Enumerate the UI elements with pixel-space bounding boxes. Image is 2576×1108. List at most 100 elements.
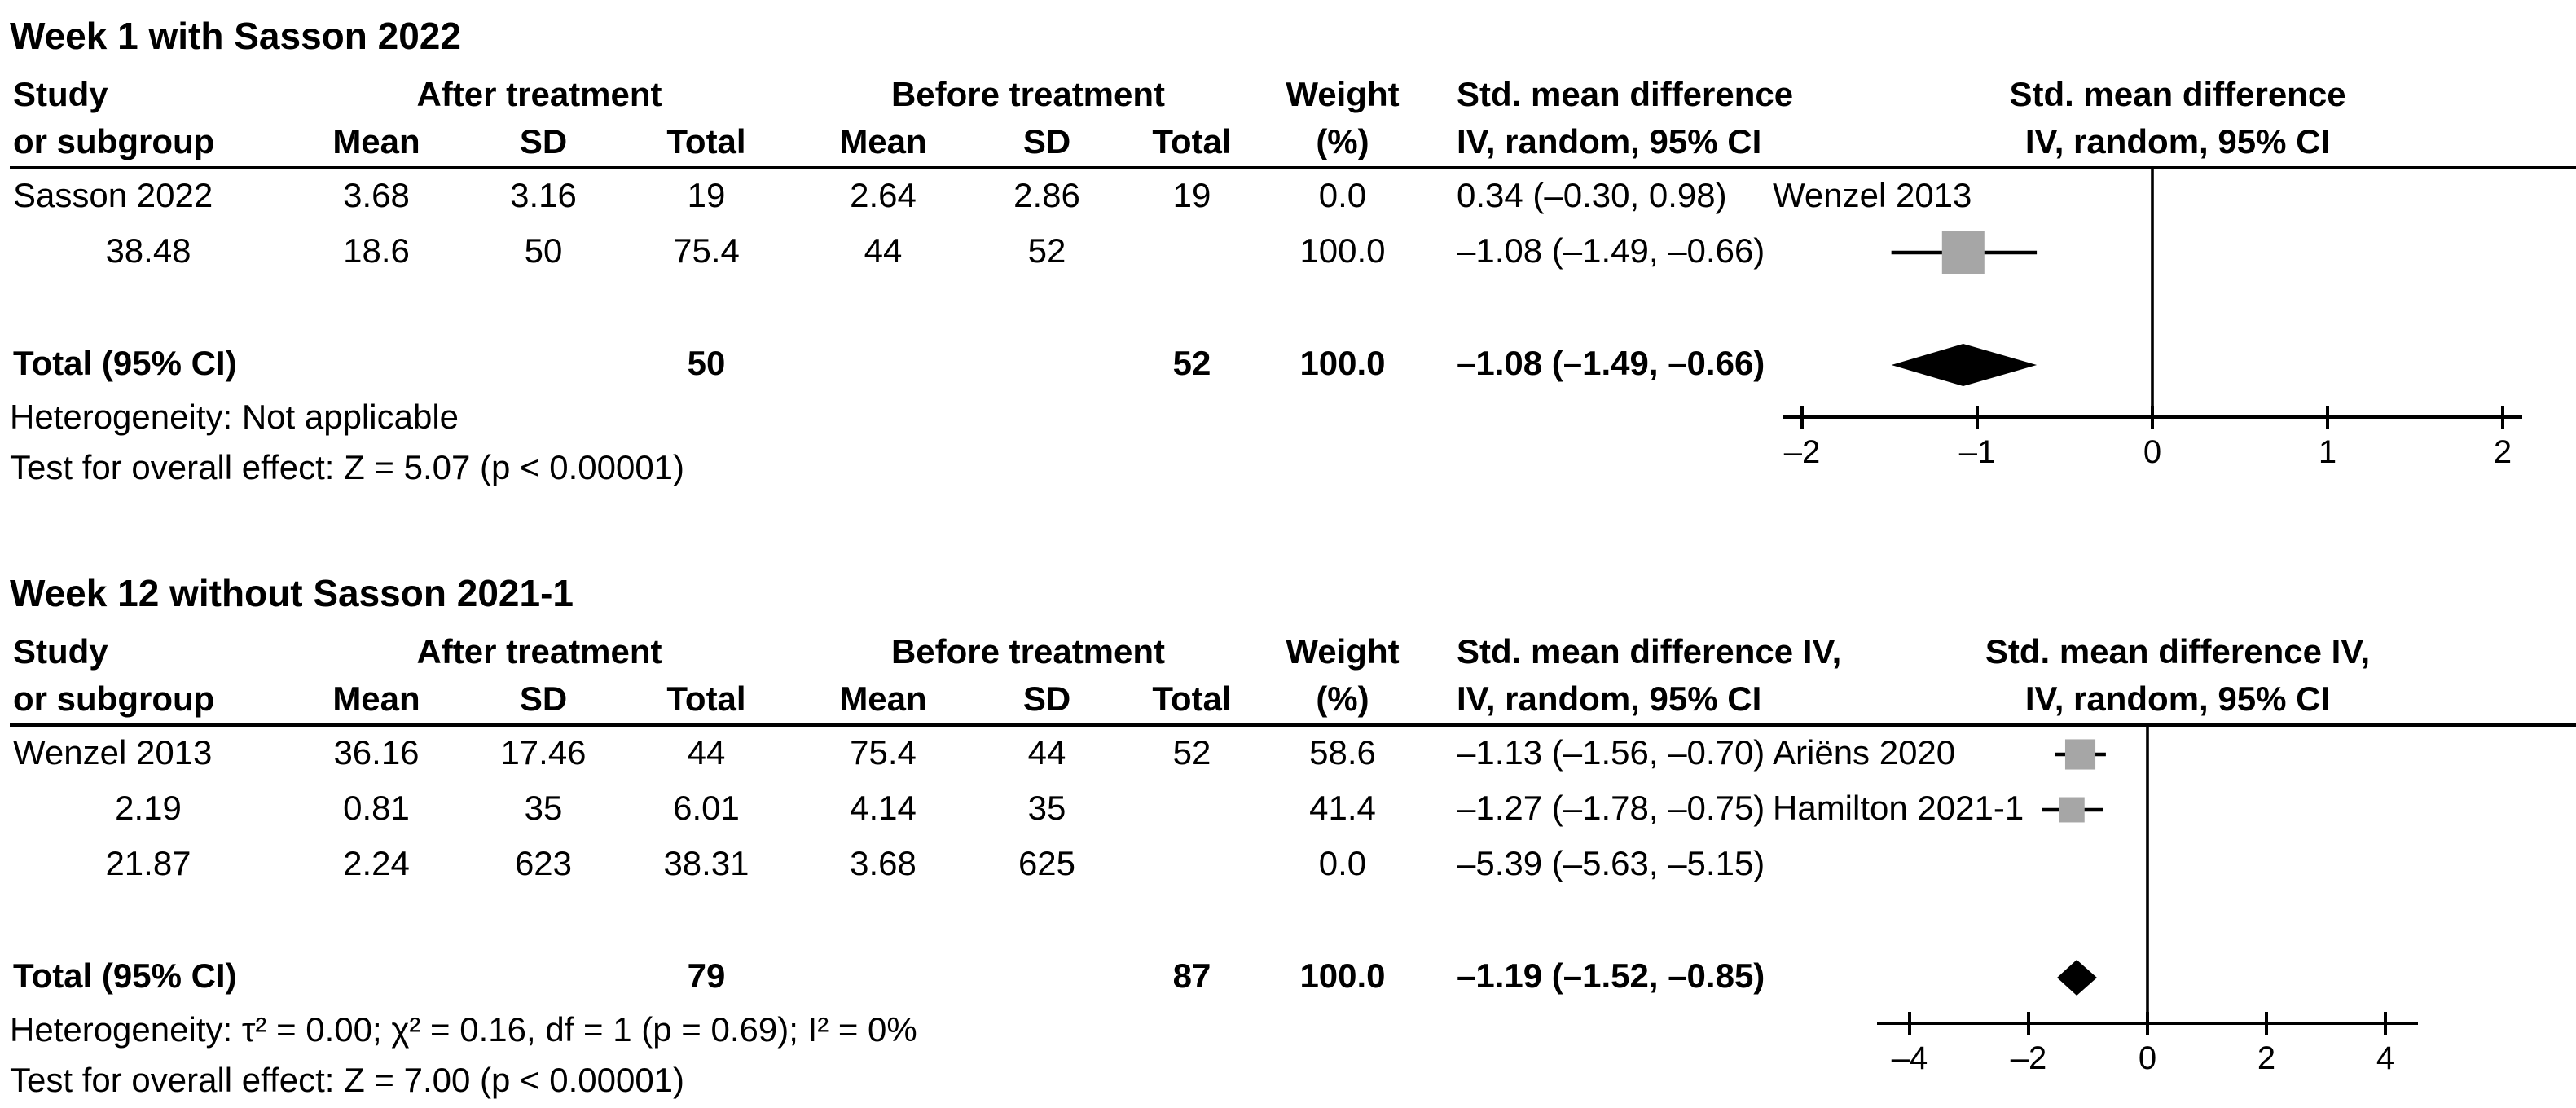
column-header-smd-plot: Std. mean difference — [2009, 77, 2346, 114]
total-after-sd-empty — [466, 336, 621, 394]
column-header-after-total: Total — [666, 681, 746, 719]
study-name: Wenzel 2013 — [13, 735, 213, 772]
column-header-before-total: Total — [1152, 681, 1232, 719]
total-after-total: 50 — [687, 345, 726, 383]
column-header-study: Study — [13, 634, 108, 671]
before-total-cell: 625 — [1018, 846, 1076, 883]
forest-table: Study After treatment Before treatment W… — [10, 72, 2576, 495]
table-header: Study After treatment Before treatment W… — [10, 629, 2576, 727]
study-name: Ariëns 2020 — [1773, 735, 1956, 772]
after-total-cell: 50 — [524, 233, 563, 270]
column-header-after-sd: SD — [519, 681, 568, 719]
after-mean-cell: 36.16 — [333, 735, 420, 772]
total-before-sd-empty — [974, 948, 1119, 1007]
total-after-mean-empty — [287, 336, 466, 394]
total-weight: 100.0 — [1299, 958, 1386, 996]
total-before-total: 52 — [1172, 345, 1211, 383]
weight-cell: 0.0 — [1318, 846, 1367, 883]
after-mean-cell: 21.87 — [105, 846, 191, 883]
before-sd-cell: 44 — [1027, 735, 1066, 772]
weight-cell: 41.4 — [1309, 790, 1376, 828]
before-total-cell: 52 — [1172, 735, 1211, 772]
total-smd: –1.08 (–1.49, –0.66) — [1457, 345, 1765, 383]
table-body: Wenzel 2013 36.16 17.46 44 75.4 44 52 58… — [10, 727, 2576, 1108]
before-sd-cell: 2.86 — [1013, 178, 1080, 215]
spacer-row — [10, 280, 2576, 336]
total-label: Total (95% CI) — [13, 345, 237, 383]
column-header-study: Study — [13, 77, 108, 114]
after-total-cell: 19 — [687, 178, 726, 215]
column-header-before-group: Before treatment — [890, 77, 1166, 114]
overall-effect-text: Test for overall effect: Z = 5.07 (p < 0… — [10, 450, 685, 487]
total-after-sd-empty — [466, 948, 621, 1007]
column-header-subgroup: or subgroup — [13, 681, 215, 719]
before-mean-cell: 2.64 — [850, 178, 917, 215]
after-sd-cell: 17.46 — [500, 735, 587, 772]
panel-title: Week 1 with Sasson 2022 — [10, 15, 461, 57]
forest-panel-week1: Week 1 with Sasson 2022 Study After trea… — [10, 13, 2576, 495]
table-body: Sasson 2022 3.68 3.16 19 2.64 2.86 19 0.… — [10, 169, 2576, 495]
column-header-after-mean: Mean — [332, 124, 420, 161]
smd-cell: –1.08 (–1.49, –0.66) — [1457, 233, 1765, 270]
smd-cell: –5.39 (–5.63, –5.15) — [1457, 846, 1765, 883]
after-sd-cell: 3.16 — [510, 178, 577, 215]
after-mean-cell: 38.48 — [105, 233, 191, 270]
panel-title: Week 12 without Sasson 2021-1 — [10, 572, 574, 614]
before-mean-cell: 75.4 — [850, 735, 917, 772]
before-sd-cell: 3.68 — [850, 846, 917, 883]
column-header-weight: Weight — [1286, 77, 1400, 114]
before-sd-cell: 44 — [864, 233, 903, 270]
total-before-mean-empty — [792, 336, 974, 394]
before-mean-cell: 75.4 — [673, 233, 740, 270]
total-smd: –1.19 (–1.52, –0.85) — [1457, 958, 1765, 996]
after-mean-cell: 2.19 — [115, 790, 182, 828]
column-header-before-total: Total — [1152, 124, 1232, 161]
column-header-smd-text: Std. mean difference IV, — [1457, 634, 1842, 671]
column-header-before-mean: Mean — [839, 124, 927, 161]
after-sd-cell: 18.6 — [343, 233, 410, 270]
column-header-before-group: Before treatment — [890, 634, 1166, 671]
total-before-sd-empty — [974, 336, 1119, 394]
column-header-smd-ci: IV, random, 95% CI — [1457, 681, 1762, 719]
total-label: Total (95% CI) — [13, 958, 237, 996]
before-total-cell: 52 — [1027, 233, 1066, 270]
total-before-total: 87 — [1172, 958, 1211, 996]
before-sd-cell: 4.14 — [850, 790, 917, 828]
column-header-smd-plot-ci: IV, random, 95% CI — [2024, 124, 2331, 161]
forest-panel-week12: Week 12 without Sasson 2021-1 Study Afte… — [10, 570, 2576, 1108]
smd-cell: 0.34 (–0.30, 0.98) — [1457, 178, 1727, 215]
before-total-cell: 19 — [1172, 178, 1211, 215]
before-mean-cell: 38.31 — [663, 846, 750, 883]
after-total-cell: 623 — [514, 846, 573, 883]
heterogeneity-text: Heterogeneity: τ² = 0.00; χ² = 0.16, df … — [10, 1012, 917, 1049]
column-header-after-sd: SD — [519, 124, 568, 161]
total-after-total: 79 — [687, 958, 726, 996]
column-header-after-mean: Mean — [332, 681, 420, 719]
total-before-mean-empty — [792, 948, 974, 1007]
column-header-smd-ci: IV, random, 95% CI — [1457, 124, 1762, 161]
heterogeneity-text: Heterogeneity: Not applicable — [10, 399, 459, 437]
overall-effect-text: Test for overall effect: Z = 7.00 (p < 0… — [10, 1062, 685, 1100]
smd-cell: –1.27 (–1.78, –0.75) — [1457, 790, 1765, 828]
forest-table: Study After treatment Before treatment W… — [10, 629, 2576, 1108]
before-total-cell: 35 — [1027, 790, 1066, 828]
column-header-subgroup: or subgroup — [13, 124, 215, 161]
weight-cell: 0.0 — [1318, 178, 1367, 215]
column-header-smd-plot: Std. mean difference IV, — [1985, 634, 2371, 671]
after-total-cell: 44 — [687, 735, 726, 772]
smd-cell: –1.13 (–1.56, –0.70) — [1457, 735, 1765, 772]
column-header-weight-pct: (%) — [1316, 124, 1369, 161]
column-header-weight: Weight — [1286, 634, 1400, 671]
column-header-after-group: After treatment — [416, 77, 662, 114]
before-mean-cell: 6.01 — [673, 790, 740, 828]
weight-cell: 58.6 — [1309, 735, 1376, 772]
column-header-smd-plot-ci: IV, random, 95% CI — [2024, 681, 2331, 719]
total-after-mean-empty — [287, 948, 466, 1007]
after-sd-cell: 0.81 — [343, 790, 410, 828]
column-header-before-sd: SD — [1022, 124, 1071, 161]
study-name: Hamilton 2021-1 — [1773, 790, 2024, 828]
after-total-cell: 35 — [524, 790, 563, 828]
column-header-weight-pct: (%) — [1316, 681, 1369, 719]
column-header-smd-text: Std. mean difference — [1457, 77, 1794, 114]
